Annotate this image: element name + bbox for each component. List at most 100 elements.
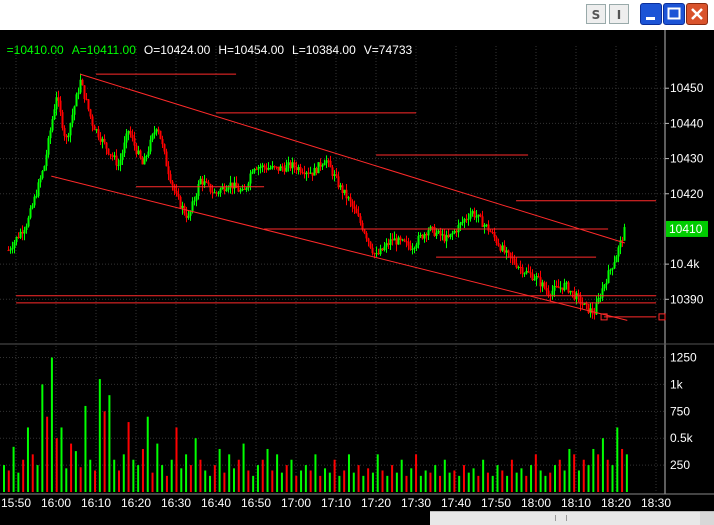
- candle-body: [479, 214, 482, 217]
- candle-body: [583, 303, 586, 305]
- s-button[interactable]: S: [586, 4, 606, 24]
- last-price-marker: [666, 220, 708, 237]
- minimize-button[interactable]: [640, 3, 662, 25]
- candle-body: [35, 196, 38, 198]
- candle-body: [331, 167, 334, 176]
- volume-bar: [597, 454, 600, 492]
- candle-body: [361, 222, 364, 230]
- candle-body: [431, 226, 434, 228]
- candle-body: [167, 166, 170, 175]
- candle-body: [119, 160, 122, 166]
- candle-body: [75, 94, 78, 107]
- candle-body: [525, 270, 528, 274]
- candle-body: [339, 185, 342, 188]
- volume-bar: [175, 427, 178, 492]
- close-icon: [691, 8, 703, 20]
- volume-bar: [256, 465, 259, 492]
- time-tick-label: 17:00: [281, 496, 311, 510]
- volume-bar: [94, 470, 97, 492]
- horizontal-scrollbar[interactable]: [430, 511, 714, 525]
- candle-body: [211, 191, 214, 193]
- close-button[interactable]: [686, 3, 708, 25]
- i-button[interactable]: I: [609, 4, 629, 24]
- time-tick-label: 17:50: [481, 496, 511, 510]
- candle-body: [407, 241, 410, 246]
- level-anchor-handle[interactable]: [658, 313, 666, 321]
- candle-body: [19, 231, 22, 238]
- candle-body: [607, 270, 610, 283]
- candle-body: [391, 239, 394, 241]
- time-tick-label: 18:20: [601, 496, 631, 510]
- candle-body: [393, 238, 396, 241]
- volume-bar: [137, 465, 140, 492]
- candle-body: [471, 211, 474, 214]
- candle-body: [267, 168, 270, 170]
- candle-body: [529, 272, 532, 274]
- scroll-grip[interactable]: [555, 515, 567, 521]
- candle-body: [163, 144, 166, 152]
- volume-bar: [424, 470, 427, 492]
- candle-body: [563, 283, 566, 291]
- volume-bar: [309, 470, 312, 492]
- candle-body: [103, 138, 106, 143]
- candle-body: [219, 189, 222, 193]
- candle-body: [255, 168, 258, 170]
- volume-tick-label: 1250: [670, 351, 697, 365]
- candle-body: [315, 167, 318, 174]
- candle-body: [225, 189, 228, 192]
- candle-body: [365, 233, 368, 239]
- volume-bar: [141, 448, 144, 492]
- volume-bar: [165, 475, 168, 492]
- candle-body: [381, 248, 384, 251]
- candle-body: [195, 195, 198, 201]
- volume-bar: [400, 459, 403, 492]
- volume-bar: [592, 448, 595, 492]
- candle-body: [443, 234, 446, 242]
- volume-bar: [587, 465, 590, 492]
- volume-bar: [3, 465, 5, 492]
- candle-body: [565, 282, 568, 284]
- candle-body: [433, 226, 436, 237]
- volume-bar: [12, 446, 15, 492]
- level-anchor-handle[interactable]: [600, 313, 608, 321]
- time-tick-label: 16:30: [161, 496, 191, 510]
- volume-bar: [371, 472, 374, 492]
- volume-bar: [304, 465, 307, 492]
- volume-bar: [314, 454, 317, 492]
- candle-body: [345, 189, 348, 199]
- volume-bar: [563, 470, 566, 492]
- price-tick-label: 10.4k: [670, 257, 700, 271]
- candle-body: [597, 298, 600, 303]
- candle-body: [129, 130, 132, 135]
- candle-body: [535, 276, 538, 280]
- candle-body: [363, 229, 366, 234]
- volume-bar: [606, 459, 609, 492]
- candle-body: [17, 236, 20, 238]
- candle-body: [403, 239, 406, 242]
- candle-body: [135, 145, 138, 154]
- volume-bar: [122, 454, 125, 492]
- candle-body: [387, 243, 390, 245]
- maximize-button[interactable]: [663, 3, 685, 25]
- volume-bar: [448, 472, 451, 492]
- candle-body: [85, 98, 88, 100]
- candle-body: [547, 290, 550, 296]
- candle-body: [603, 284, 606, 289]
- candle-body: [617, 247, 620, 257]
- candle-body: [619, 240, 622, 248]
- candle-body: [327, 160, 330, 162]
- candle-body: [109, 154, 112, 156]
- candle-body: [283, 167, 286, 172]
- candle-body: [67, 135, 70, 138]
- candle-body: [173, 185, 176, 191]
- candle-body: [77, 92, 80, 95]
- candle-body: [209, 184, 212, 192]
- volume-bar: [616, 427, 619, 492]
- candle-body: [559, 287, 562, 289]
- candle-body: [509, 252, 512, 257]
- candle-body: [49, 130, 52, 139]
- candle-body: [125, 133, 128, 143]
- volume-bar: [453, 470, 456, 492]
- candle-body: [469, 213, 472, 219]
